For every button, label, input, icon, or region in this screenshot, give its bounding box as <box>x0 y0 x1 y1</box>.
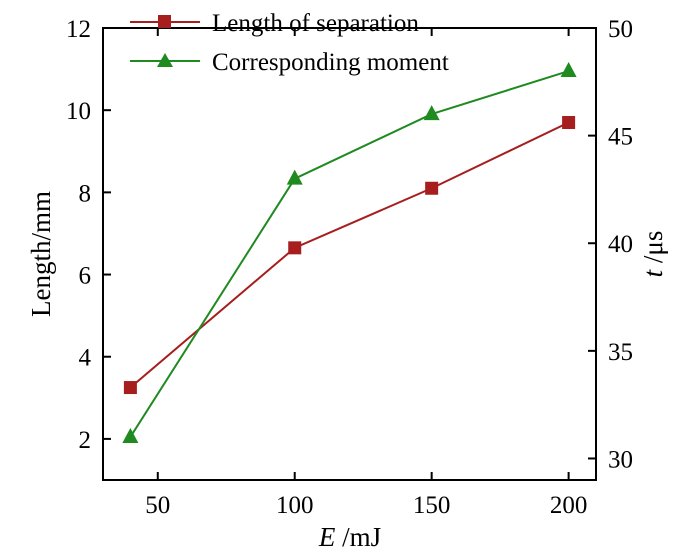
y-left-tick-label: 10 <box>66 98 91 125</box>
x-tick-label: 200 <box>550 492 588 519</box>
data-point-square <box>562 116 576 130</box>
data-point-triangle <box>560 62 577 78</box>
y-right-tick-label: 40 <box>608 231 633 258</box>
data-point-square <box>123 381 137 395</box>
y-axis-right-unit: /μs <box>638 231 668 270</box>
y-axis-right-symbol: t <box>638 268 668 277</box>
legend-marker-triangle <box>157 53 173 67</box>
y-left-tick-label: 4 <box>79 345 92 372</box>
y-left-tick-label: 6 <box>79 263 92 290</box>
x-axis-title: E /mJ <box>318 522 381 552</box>
y-right-tick-label: 35 <box>608 339 633 366</box>
data-point-square <box>288 241 302 255</box>
plot-frame <box>102 27 597 481</box>
y-left-tick-label: 2 <box>79 427 92 454</box>
legend-label-moment: Corresponding moment <box>212 49 449 76</box>
x-tick-label: 150 <box>413 492 451 519</box>
x-tick-label: 100 <box>276 492 314 519</box>
data-point-triangle <box>286 169 303 185</box>
x-tick-label: 50 <box>145 492 170 519</box>
y-right-tick-label: 45 <box>608 124 633 151</box>
y-left-tick-label: 8 <box>79 180 92 207</box>
y-left-tick-label: 12 <box>66 16 91 43</box>
x-axis-symbol: E <box>318 522 336 552</box>
legend-label-length: Length of separation <box>212 10 419 37</box>
data-point-square <box>425 181 439 195</box>
legend: Length of separation Corresponding momen… <box>130 10 449 76</box>
y-axis-left-title: Length/mm <box>26 191 56 317</box>
series-line-corresponding-moment <box>129 70 569 438</box>
y-axis-right-title: t /μs <box>638 231 668 278</box>
x-axis-unit: /mJ <box>335 522 381 552</box>
legend-marker-square <box>158 15 171 28</box>
y-right-tick-label: 30 <box>608 446 633 473</box>
series-line-length-of-separation <box>129 121 570 389</box>
y-right-tick-label: 50 <box>608 16 633 43</box>
data-point-triangle <box>122 427 139 443</box>
data-point-triangle <box>423 105 440 121</box>
